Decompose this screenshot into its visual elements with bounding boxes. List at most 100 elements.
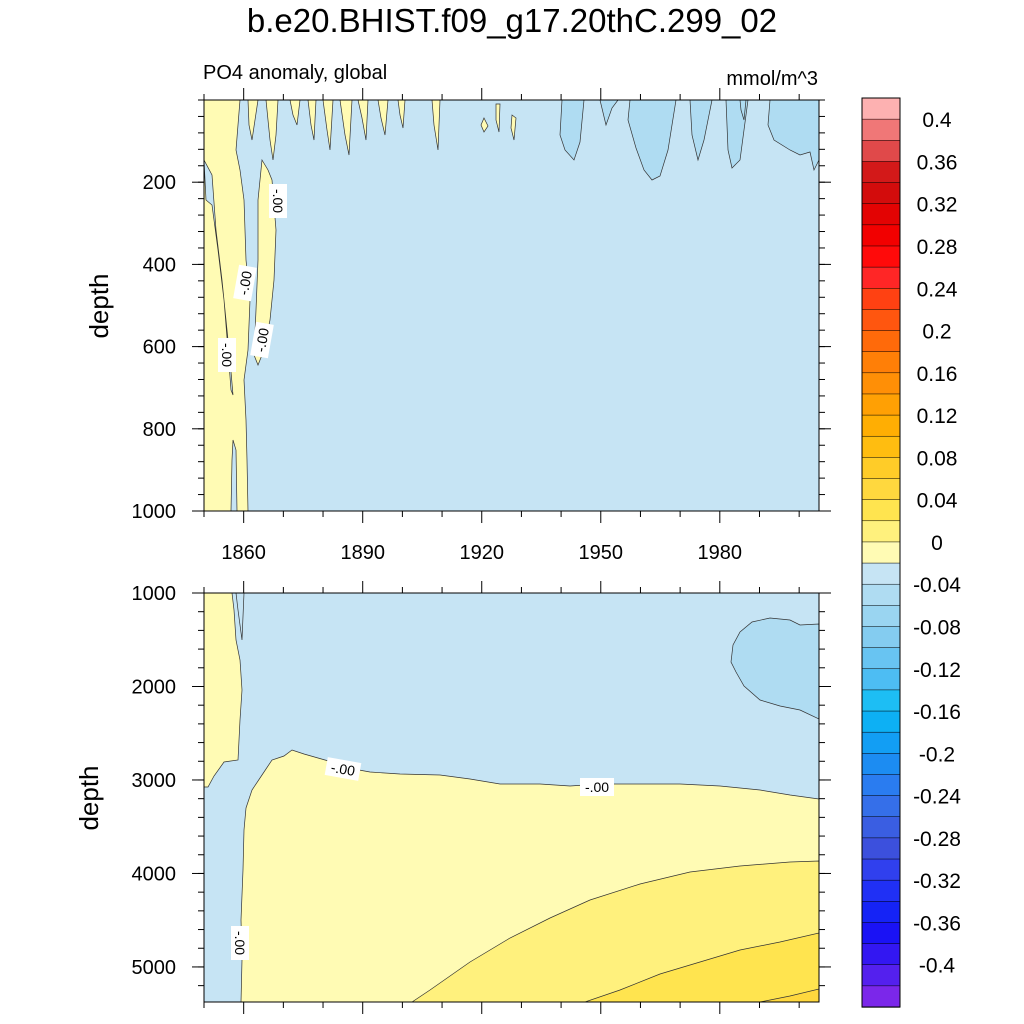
colorbar-swatch <box>861 816 901 839</box>
lower-region-neg-sliver <box>235 593 245 641</box>
colorbar-swatch <box>861 414 901 437</box>
colorbar-label: -0.24 <box>913 786 961 809</box>
colorbar-label: -0.04 <box>913 574 961 597</box>
colorbar-label: 0.2 <box>922 321 951 344</box>
colorbar-swatch <box>861 753 901 776</box>
colorbar-swatch <box>861 626 901 649</box>
contour-label-text: -.00 <box>219 343 235 367</box>
colorbar-swatch <box>861 731 901 754</box>
colorbar-swatch <box>861 393 901 416</box>
colorbar-label: 0.28 <box>917 236 958 259</box>
y-tick-label: 400 <box>143 254 176 276</box>
colorbar-label: -0.4 <box>919 955 956 978</box>
contour-label: -.00 <box>250 321 274 359</box>
upper-region-neg-deep <box>556 100 819 181</box>
contour-label-text: -.00 <box>585 779 609 795</box>
colorbar-swatch <box>861 922 901 945</box>
colorbar-swatch <box>861 985 901 1008</box>
upper-region-pos-finger-10 <box>397 100 406 129</box>
colorbar-label: -0.32 <box>913 870 961 893</box>
colorbar-swatch <box>861 351 901 374</box>
upper-region-pos-finger-13 <box>495 103 501 133</box>
colorbar-label: 0.4 <box>922 109 952 132</box>
colorbar-label: -0.08 <box>913 616 961 639</box>
upper-panel-plot <box>204 100 819 511</box>
contour-label-box <box>231 926 249 960</box>
y-tick-label: 1000 <box>132 583 177 605</box>
upper-y-axis-title: depth <box>84 273 114 338</box>
colorbar-swatch <box>861 118 901 141</box>
colorbar-swatch <box>861 689 901 712</box>
colorbar-swatch <box>861 541 901 564</box>
contour-label-box <box>580 778 614 796</box>
y-tick-label: 1000 <box>132 501 177 523</box>
colorbar-swatch <box>861 901 901 924</box>
upper-region-pos-finger-12 <box>480 117 489 133</box>
y-tick-label: 600 <box>143 337 176 359</box>
chart-units-label: mmol/m^3 <box>726 68 818 90</box>
contour-label: -.00 <box>218 338 236 372</box>
contour-label: -.00 <box>269 184 287 218</box>
colorbar-swatch <box>861 837 901 860</box>
upper-region-pos-finger-6 <box>322 100 334 151</box>
contour-label-box <box>324 757 362 781</box>
colorbar-swatch <box>861 266 901 289</box>
colorbar-label: 0.36 <box>917 151 958 174</box>
upper-region-pos-finger-11 <box>431 100 441 151</box>
colorbar-label: 0.08 <box>917 447 958 470</box>
colorbar-swatch <box>861 140 901 163</box>
x-tick-label: 1890 <box>340 542 385 564</box>
lower-panel-plot <box>204 593 819 1002</box>
y-tick-label: 200 <box>143 172 176 194</box>
colorbar-swatch <box>861 668 901 691</box>
contour-label-text: -.00 <box>235 270 255 297</box>
upper-region-pos-finger-2 <box>247 100 259 141</box>
colorbar-swatch <box>861 647 901 670</box>
upper-region-neg-gap <box>230 439 238 511</box>
colorbar-swatch <box>861 288 901 311</box>
contour-label-box <box>250 321 274 359</box>
colorbar-label: -0.2 <box>919 743 955 766</box>
lower-region-pos-top-left <box>204 593 243 788</box>
upper-region-neg-main <box>204 100 819 511</box>
contour-label: -.00 <box>324 757 362 781</box>
colorbar-swatch <box>861 478 901 501</box>
contour-label: -.00 <box>580 778 614 796</box>
colorbar-swatch <box>861 457 901 480</box>
colorbar-swatch <box>861 161 901 184</box>
contour-label-box <box>269 184 287 218</box>
colorbar-swatch <box>861 858 901 881</box>
chart-subtitle-left: PO4 anomaly, global <box>203 62 388 84</box>
chart-title: b.e20.BHIST.f09_g17.20thC.299_02 <box>246 2 778 39</box>
colorbar-swatch <box>861 372 901 395</box>
contour-label-text: -.00 <box>330 759 357 779</box>
colorbar-label: -0.28 <box>913 828 961 851</box>
lower-region-pos-high <box>584 932 819 1002</box>
contour-label-box <box>218 338 236 372</box>
colorbar-label: 0.32 <box>917 194 958 217</box>
colorbar-swatch <box>861 224 901 247</box>
y-tick-label: 2000 <box>132 676 177 698</box>
contour-labels: -.00 -.00 -.00 -.00 -.00 -.00 -.00 <box>218 184 614 960</box>
colorbar-label: 0.12 <box>917 405 958 428</box>
colorbar-swatch <box>861 245 901 268</box>
colorbar-swatch <box>861 97 901 120</box>
upper-region-pos-finger-3 <box>265 100 279 161</box>
colorbar: 0.4 0.36 0.32 0.28 0.24 0.2 0.16 0.12 0.08 0.04 0 -… <box>861 97 961 1008</box>
colorbar-swatch <box>861 562 901 585</box>
colorbar-swatch <box>861 964 901 987</box>
colorbar-label: 0.16 <box>917 363 958 386</box>
colorbar-swatch <box>861 520 901 543</box>
lower-region-neg-deep <box>730 617 819 720</box>
colorbar-swatch <box>861 795 901 818</box>
upper-region-pos-finger-8 <box>357 100 369 141</box>
colorbar-swatch <box>861 605 901 628</box>
colorbar-swatch <box>861 499 901 522</box>
colorbar-swatch <box>861 943 901 966</box>
contour-label-box <box>233 264 257 302</box>
y-tick-label: 5000 <box>132 957 177 979</box>
x-tick-label: 1950 <box>579 542 624 564</box>
colorbar-label: -0.12 <box>913 659 961 682</box>
upper-region-pos-finger-7 <box>339 100 353 156</box>
